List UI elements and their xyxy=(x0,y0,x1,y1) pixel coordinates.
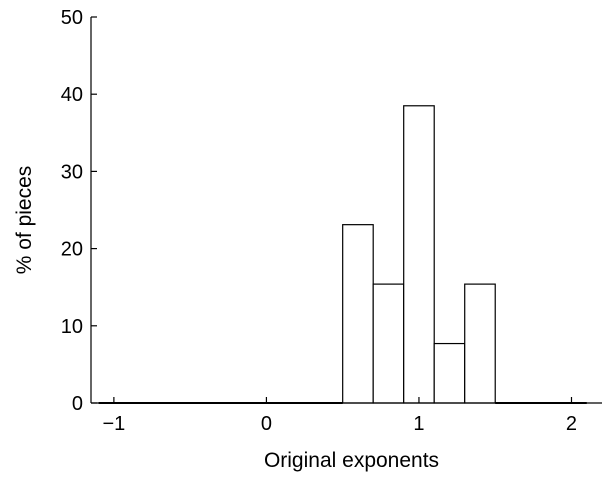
bar-1 xyxy=(372,283,405,404)
y-tick-label-1: 10 xyxy=(61,316,83,338)
y-axis-label: % of pieces xyxy=(13,166,36,275)
y-tick-label-3: 30 xyxy=(61,161,83,183)
x-ticks-group: −1 0 1 2 xyxy=(102,397,577,435)
y-ticks-group: 0 10 20 30 40 50 xyxy=(61,7,97,415)
x-axis-label: Original exponents xyxy=(264,449,439,472)
x-tick-label-0: −1 xyxy=(102,413,125,435)
y-tick-label-0: 0 xyxy=(72,393,83,415)
y-tick-label-2: 20 xyxy=(61,239,83,261)
x-tick-label-3: 2 xyxy=(566,413,577,435)
bar-3 xyxy=(433,342,466,404)
bar-2 xyxy=(403,105,435,404)
bars-group xyxy=(342,105,496,404)
bar-4 xyxy=(464,283,496,404)
y-tick-label-4: 40 xyxy=(61,84,83,106)
x-tick-label-2: 1 xyxy=(413,413,424,435)
x-tick-label-1: 0 xyxy=(261,413,272,435)
y-tick-label-5: 50 xyxy=(61,7,83,29)
bar-0 xyxy=(342,224,374,404)
